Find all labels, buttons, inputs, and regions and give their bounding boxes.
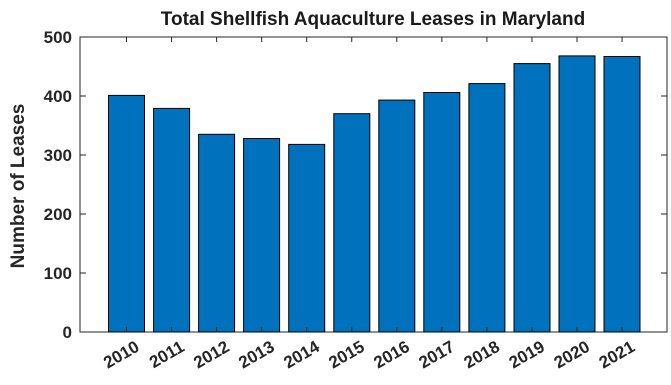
x-tick-label-2016: 2016 [371,337,413,372]
x-tick-label-2010: 2010 [100,337,142,372]
y-tick-label-0: 0 [63,323,72,342]
bar-2015 [333,113,371,333]
bar-2018 [468,83,506,333]
bar-2021 [603,56,641,333]
x-tick-label-2017: 2017 [416,337,458,372]
bar-2019 [513,63,551,333]
x-tick-label-2011: 2011 [146,337,187,372]
y-tick-label-200: 200 [44,205,72,224]
y-axis-label: Number of Leases [8,104,29,269]
chart-title: Total Shellfish Aquaculture Leases in Ma… [161,9,585,30]
bars-group [108,55,641,333]
x-tick-label-2020: 2020 [551,337,593,372]
y-tick-label-100: 100 [44,264,72,283]
bar-2014 [288,143,326,333]
bar-2017 [423,92,461,333]
bar-2010 [108,94,145,333]
x-tick-label-2015: 2015 [325,337,367,372]
y-axis-ticks: 0 100 200 300 400 500 [44,28,667,342]
y-tick-label-500: 500 [44,28,72,47]
plot-area-frame [79,36,668,333]
bar-2011 [153,107,191,333]
x-tick-label-2019: 2019 [506,337,548,372]
bar-2012 [198,133,236,333]
x-tick-label-2014: 2014 [280,337,323,373]
x-tick-label-2018: 2018 [461,337,503,372]
y-tick-label-400: 400 [44,87,72,106]
bar-2013 [243,138,281,333]
x-tick-label-2012: 2012 [190,337,232,372]
bar-2020 [558,55,596,333]
x-tick-label-2013: 2013 [235,337,277,372]
x-tick-label-2021: 2021 [596,337,638,372]
y-tick-label-300: 300 [44,146,72,165]
bar-2016 [378,99,416,333]
